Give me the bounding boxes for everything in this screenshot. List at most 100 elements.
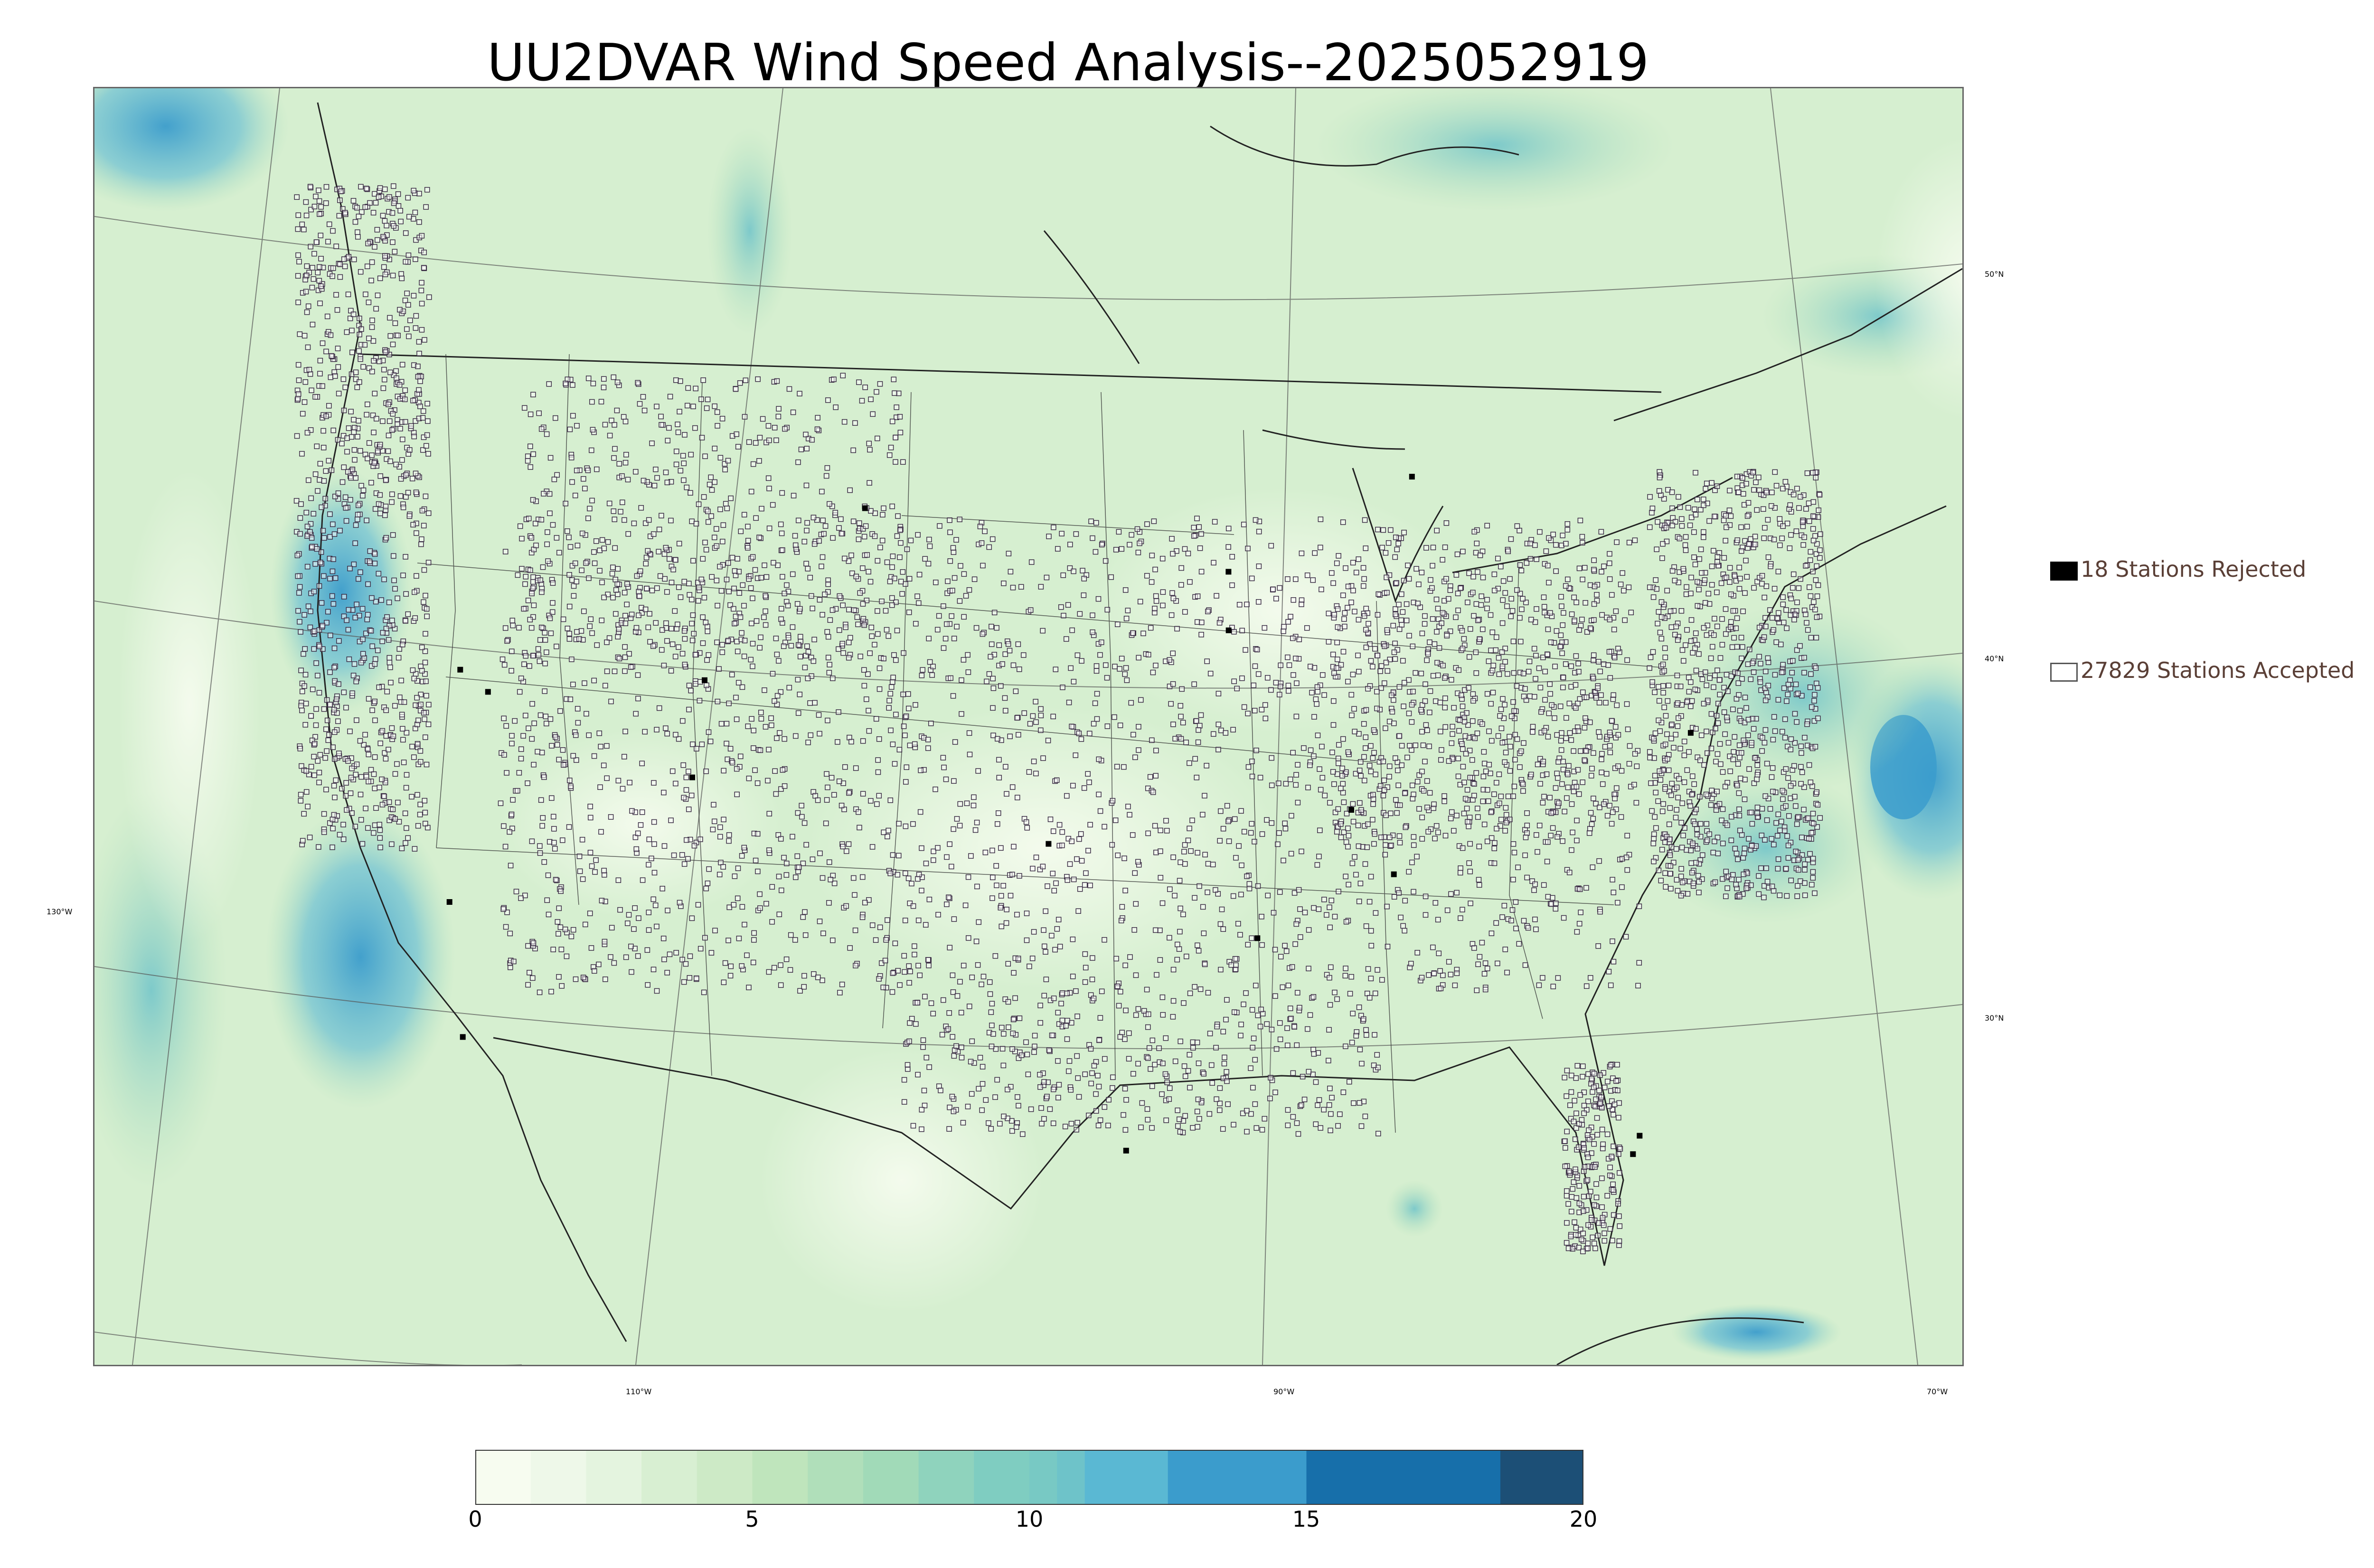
station-marker-accepted bbox=[751, 728, 756, 733]
station-marker-accepted bbox=[1656, 684, 1661, 690]
station-marker-accepted bbox=[349, 349, 355, 356]
station-marker-accepted bbox=[529, 591, 535, 596]
station-marker-accepted bbox=[874, 801, 880, 807]
station-marker-accepted bbox=[1199, 620, 1205, 625]
station-marker-accepted bbox=[1688, 679, 1694, 685]
station-marker-accepted bbox=[1414, 779, 1421, 785]
station-marker-accepted bbox=[875, 757, 881, 763]
station-marker-accepted bbox=[734, 716, 740, 722]
station-marker-accepted bbox=[387, 315, 393, 321]
station-marker-accepted bbox=[1770, 765, 1776, 771]
station-marker-accepted bbox=[1379, 977, 1385, 983]
station-marker-accepted bbox=[758, 716, 764, 722]
station-marker-accepted bbox=[805, 566, 811, 572]
station-marker-accepted bbox=[750, 461, 756, 467]
station-marker-accepted bbox=[1122, 888, 1128, 893]
station-marker-accepted bbox=[316, 844, 321, 850]
station-marker-accepted bbox=[1389, 709, 1395, 715]
station-marker-accepted bbox=[675, 429, 681, 435]
station-marker-accepted bbox=[622, 654, 628, 660]
station-marker-accepted bbox=[1149, 553, 1155, 558]
station-marker-accepted bbox=[1394, 810, 1400, 816]
station-marker-accepted bbox=[736, 590, 742, 596]
station-marker-accepted bbox=[779, 490, 785, 496]
station-marker-accepted bbox=[1621, 588, 1627, 594]
station-marker-accepted bbox=[1779, 669, 1785, 676]
station-marker-accepted bbox=[680, 718, 686, 724]
station-marker-accepted bbox=[1684, 627, 1690, 633]
station-marker-accepted bbox=[1486, 798, 1491, 804]
station-marker-accepted bbox=[1245, 545, 1251, 552]
station-marker-accepted bbox=[529, 838, 535, 844]
station-marker-accepted bbox=[638, 505, 644, 511]
station-marker-accepted bbox=[358, 817, 364, 823]
station-marker-accepted bbox=[759, 506, 764, 512]
station-marker-accepted bbox=[1492, 588, 1498, 593]
station-marker-accepted bbox=[890, 970, 896, 976]
station-marker-accepted bbox=[931, 857, 936, 863]
station-marker-accepted bbox=[1507, 817, 1513, 822]
station-marker-accepted bbox=[885, 834, 890, 839]
station-marker-accepted bbox=[1291, 672, 1296, 678]
station-marker-accepted bbox=[694, 975, 699, 981]
station-marker-accepted bbox=[1532, 916, 1538, 922]
station-marker-accepted bbox=[1513, 899, 1519, 905]
station-marker-accepted bbox=[654, 988, 660, 994]
station-marker-accepted bbox=[1331, 698, 1337, 704]
station-marker-accepted bbox=[1005, 641, 1011, 647]
station-marker-accepted bbox=[1686, 749, 1692, 755]
station-marker-accepted bbox=[781, 854, 787, 861]
station-marker-accepted bbox=[1410, 643, 1416, 649]
station-marker-accepted bbox=[409, 476, 415, 481]
station-marker-accepted bbox=[1053, 880, 1059, 886]
station-marker-accepted bbox=[1480, 773, 1487, 779]
station-marker-accepted bbox=[854, 614, 860, 620]
station-marker-accepted bbox=[1633, 800, 1639, 806]
station-marker-accepted bbox=[719, 642, 725, 648]
station-marker-accepted bbox=[1615, 763, 1621, 769]
station-marker-accepted bbox=[1726, 507, 1733, 513]
wind-speed-map[interactable] bbox=[93, 87, 1964, 1366]
station-marker-accepted bbox=[1550, 825, 1556, 831]
station-marker-accepted bbox=[1744, 574, 1750, 580]
station-marker-accepted bbox=[300, 411, 306, 417]
station-marker-accepted bbox=[1330, 651, 1336, 657]
station-marker-accepted bbox=[1217, 921, 1224, 927]
station-marker-accepted bbox=[363, 186, 369, 191]
station-marker-accepted bbox=[386, 623, 392, 629]
station-marker-accepted bbox=[1545, 894, 1551, 900]
station-marker-accepted bbox=[1664, 731, 1670, 737]
station-marker-accepted bbox=[874, 389, 879, 395]
station-marker-accepted bbox=[395, 332, 401, 338]
station-marker-accepted bbox=[1007, 733, 1013, 739]
station-marker-accepted bbox=[1802, 867, 1808, 873]
station-marker-accepted bbox=[876, 686, 883, 692]
station-marker-accepted bbox=[1409, 702, 1415, 708]
station-marker-accepted bbox=[754, 780, 761, 786]
station-marker-accepted bbox=[1388, 810, 1394, 817]
station-marker-accepted bbox=[295, 362, 301, 368]
station-marker-accepted bbox=[1338, 835, 1344, 840]
station-marker-accepted bbox=[421, 249, 427, 255]
station-marker-accepted bbox=[308, 609, 313, 614]
station-marker-accepted bbox=[334, 307, 340, 313]
station-marker-accepted bbox=[1037, 866, 1043, 873]
station-marker-accepted bbox=[712, 479, 717, 485]
station-marker-accepted bbox=[312, 471, 319, 477]
station-marker-accepted bbox=[1669, 523, 1675, 528]
station-marker-accepted bbox=[1697, 821, 1704, 827]
station-marker-accepted bbox=[1394, 546, 1400, 553]
station-marker-accepted bbox=[998, 905, 1004, 911]
station-marker-accepted bbox=[403, 554, 408, 560]
station-marker-accepted bbox=[782, 426, 788, 432]
station-marker-accepted bbox=[1153, 593, 1159, 599]
station-marker-accepted bbox=[1269, 820, 1275, 826]
station-marker-accepted bbox=[1294, 680, 1300, 686]
station-marker-accepted bbox=[1814, 789, 1820, 795]
station-marker-accepted bbox=[1340, 781, 1346, 787]
station-marker-accepted bbox=[1016, 732, 1021, 738]
station-marker-accepted bbox=[827, 859, 832, 865]
station-marker-accepted bbox=[1454, 551, 1460, 557]
station-marker-accepted bbox=[1533, 676, 1538, 682]
station-marker-accepted bbox=[1409, 782, 1415, 789]
